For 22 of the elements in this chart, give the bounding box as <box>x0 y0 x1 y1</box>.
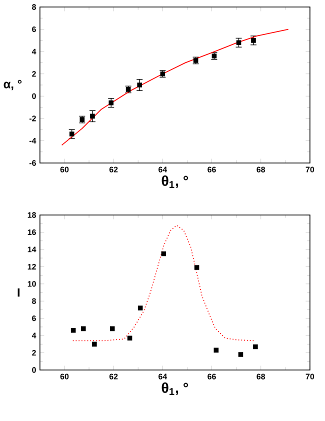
point <box>69 132 74 136</box>
point <box>251 38 256 43</box>
point <box>238 352 244 357</box>
point <box>81 326 86 332</box>
point <box>90 114 95 119</box>
point <box>110 326 115 332</box>
y-axis-title: α, ° <box>4 80 22 90</box>
point <box>161 251 166 256</box>
point <box>194 265 200 270</box>
point <box>253 344 258 350</box>
point <box>138 306 143 310</box>
point <box>127 336 132 341</box>
y-axis-title: I <box>18 288 20 297</box>
point <box>92 342 97 347</box>
point <box>214 348 219 353</box>
line-series <box>72 224 255 342</box>
x-axis-title: θ$_{1}$, ° <box>162 175 188 188</box>
line-series <box>61 28 289 146</box>
point <box>108 100 114 106</box>
point <box>137 82 142 88</box>
point <box>70 328 76 333</box>
x-axis-title: θ$_{1}$, ° <box>162 382 188 396</box>
